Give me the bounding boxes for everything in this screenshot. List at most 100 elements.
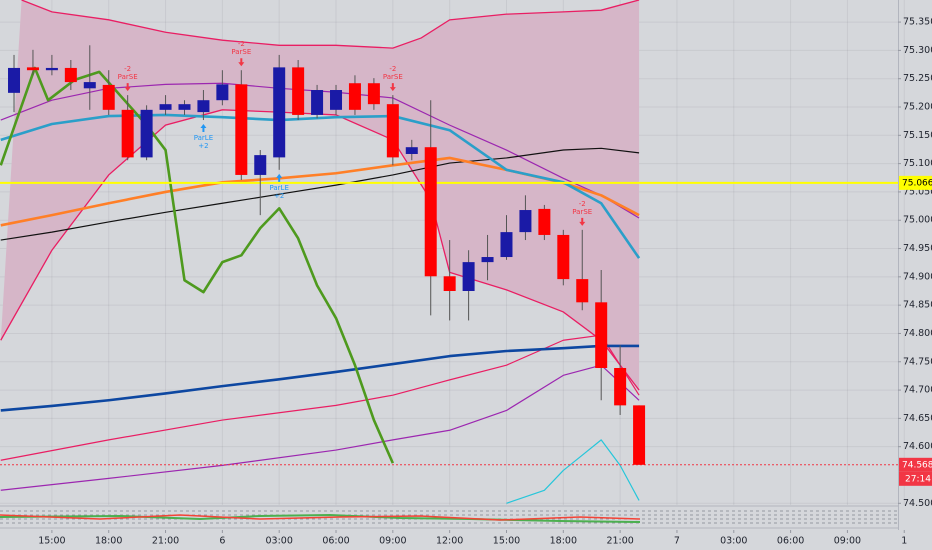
price-label-box [899, 457, 932, 472]
x-tick-label: 1 [901, 536, 907, 547]
y-tick-label: 75.350 [903, 17, 932, 28]
y-tick-label: 74.850 [903, 300, 932, 311]
oscillator-pane [0, 505, 898, 529]
y-tick-label: 75.100 [903, 158, 932, 169]
x-tick-label: 7 [674, 536, 680, 547]
candle-body [443, 276, 456, 291]
x-tick-label: 09:00 [834, 536, 861, 547]
signal-label: ParSE [118, 73, 138, 81]
candle-body [348, 83, 361, 110]
candle-body [45, 67, 58, 71]
candle-body [557, 234, 570, 280]
indicator-line [506, 439, 640, 504]
y-tick-label: 75.000 [903, 215, 932, 226]
signal-label: ParLE [269, 184, 288, 192]
axes: 75.350 75.300 75.250 75.200 75.150 75.100 75.0… [38, 17, 932, 547]
y-tick-label: 75.250 [903, 73, 932, 84]
candle-body [424, 147, 437, 277]
x-tick-label: 03:00 [265, 536, 292, 547]
candle-body [216, 84, 229, 101]
x-tick-label: 18:00 [550, 536, 577, 547]
y-tick-label: 74.600 [903, 441, 932, 452]
candle-body [121, 109, 134, 158]
signal-qty: -2 [579, 200, 586, 208]
candle-body [481, 257, 494, 263]
countdown-box [899, 471, 932, 486]
y-tick-label: 75.050 [903, 186, 932, 197]
y-tick-label: 74.500 [903, 498, 932, 509]
candle-body [311, 90, 324, 115]
x-tick-label: 21:00 [152, 536, 179, 547]
candle-body [197, 100, 210, 113]
y-tick-label: 74.650 [903, 413, 932, 424]
y-tick-label: 75.200 [903, 102, 932, 113]
price-label: 75.066 [902, 178, 932, 188]
y-tick-label: 74.900 [903, 271, 932, 282]
candle-body [159, 104, 172, 110]
x-tick-label: 15:00 [38, 536, 65, 547]
x-tick-label: 06:00 [322, 536, 349, 547]
candle-body [330, 90, 343, 110]
x-tick-label: 6 [219, 536, 225, 547]
x-tick-label: 15:00 [493, 536, 520, 547]
signal-arrow [200, 124, 207, 133]
indicator-line [0, 147, 640, 241]
signal-qty: -2 [238, 40, 245, 48]
candle-body [462, 262, 475, 291]
y-tick-label: 74.950 [903, 243, 932, 254]
candle-body [500, 232, 513, 258]
candle-body [519, 210, 532, 233]
indicator-line [0, 334, 640, 461]
signal-arrow [276, 173, 283, 182]
candle-body [102, 84, 115, 110]
signal-arrow [389, 83, 396, 92]
candle-body [83, 82, 96, 89]
candle-body [273, 67, 286, 158]
candle-body [576, 279, 589, 303]
countdown-label: 27:14 [905, 474, 931, 484]
candle-body [26, 67, 39, 71]
x-tick-label: 21:00 [606, 536, 633, 547]
candle-body [367, 83, 380, 105]
y-tick-label: 74.800 [903, 328, 932, 339]
signal-qty: -2 [124, 65, 131, 73]
band-line [0, 109, 640, 391]
candle-body [595, 302, 608, 368]
signal-qty: +2 [274, 192, 284, 200]
candle-body [178, 104, 191, 110]
candle-body [292, 67, 305, 115]
price-label-box [899, 175, 932, 190]
candle-body [8, 67, 21, 93]
candle-body [633, 405, 646, 465]
candle-body [64, 67, 77, 83]
band-fill [0, 0, 640, 391]
osc-line [0, 514, 641, 521]
candle-body [235, 84, 248, 175]
signal-arrow [579, 217, 586, 226]
candle-body [254, 155, 267, 175]
signal-label: ParSE [231, 48, 251, 56]
x-tick-label: 03:00 [720, 536, 747, 547]
band-line [21, 0, 640, 49]
price-label: 74.568 [902, 460, 932, 470]
y-tick-label: 75.300 [903, 45, 932, 56]
y-tick-label: 74.700 [903, 385, 932, 396]
indicator-line [0, 364, 640, 491]
plot-area: ParSE-2ParLE+2ParSE-2ParLE+2ParSE-2ParSE… [0, 0, 898, 504]
candle-body [405, 147, 418, 154]
y-tick-label: 75.150 [903, 130, 932, 141]
indicator-line [0, 344, 640, 412]
candle-body [140, 109, 153, 158]
x-tick-label: 06:00 [777, 536, 804, 547]
y-tick-label: 74.750 [903, 356, 932, 367]
signal-qty: +2 [198, 142, 208, 150]
candle-body [614, 367, 627, 406]
signal-label: ParLE [194, 134, 213, 142]
signal-label: ParSE [383, 73, 403, 81]
candle-body [386, 104, 399, 158]
signal-arrow [124, 83, 131, 92]
x-tick-label: 18:00 [95, 536, 122, 547]
candle-body [538, 208, 551, 235]
